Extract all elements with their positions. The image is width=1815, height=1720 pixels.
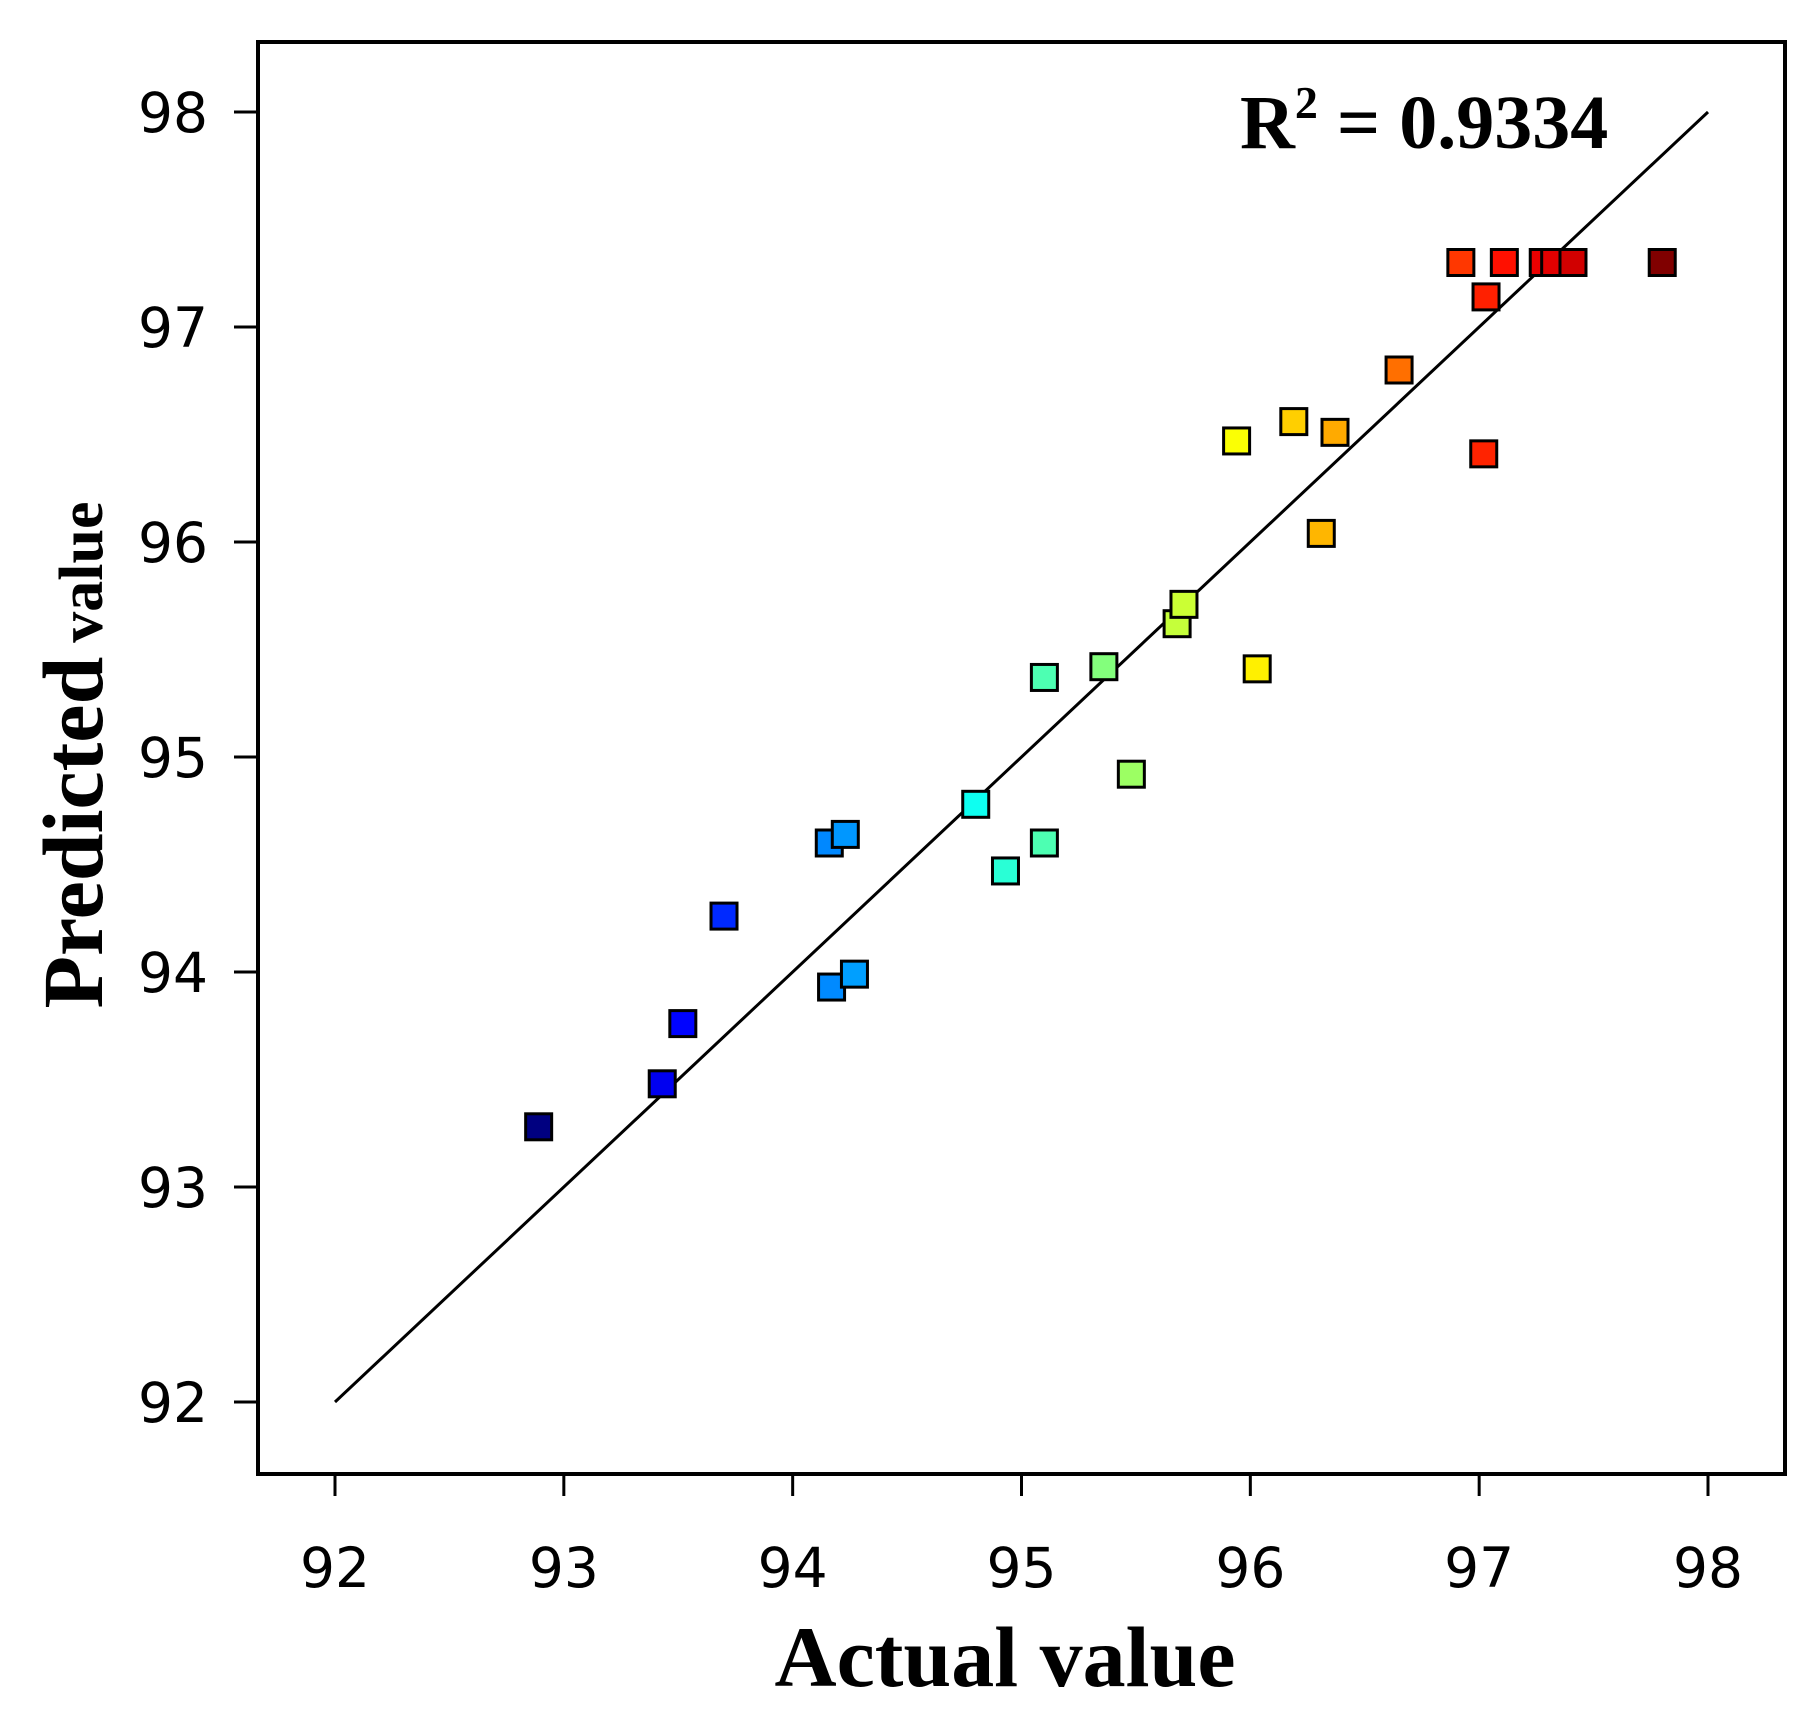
data-point [1242,654,1272,684]
y-tick-label: 96 [138,511,208,575]
data-point [709,901,739,931]
y-tick-label: 98 [138,81,208,145]
data-point [524,1112,554,1142]
data-point [1029,828,1059,858]
data-point [1469,439,1499,469]
data-point [1471,282,1501,312]
y-tick-label: 97 [138,296,208,360]
data-point [1222,426,1252,456]
data-point [830,819,860,849]
data-point [1279,407,1309,437]
data-point [1089,652,1119,682]
data-point [668,1009,698,1039]
data-point [1169,589,1199,619]
x-tick-label: 94 [758,1536,828,1600]
data-point [839,959,869,989]
data-point [647,1069,677,1099]
data-point [1320,417,1350,447]
y-tick-label: 92 [138,1371,208,1435]
x-tick-label: 92 [300,1536,370,1600]
data-point [1489,248,1519,277]
data-point [1647,248,1677,277]
r-squared-annotation: R2 = 0.9334 [1240,77,1608,165]
data-point [1558,248,1588,277]
x-axis-title: Actual value [774,1609,1235,1705]
data-point [1446,248,1476,277]
data-point [990,856,1020,886]
x-tick-label: 98 [1673,1536,1743,1600]
y-tick-label: 93 [138,1156,208,1220]
y-axis-title: Predictedvalue [25,501,121,1008]
data-point [1116,759,1146,789]
reference-line [333,110,1710,1404]
y-tick-label: 95 [138,726,208,790]
data-point [1029,662,1059,692]
y-tick-label: 94 [138,941,208,1005]
x-tick-label: 93 [529,1536,599,1600]
data-point [1306,518,1336,548]
x-tick-label: 95 [987,1536,1057,1600]
data-point [961,789,991,819]
x-tick-label: 96 [1215,1536,1285,1600]
x-tick-label: 97 [1444,1536,1514,1600]
data-point [1384,355,1414,385]
